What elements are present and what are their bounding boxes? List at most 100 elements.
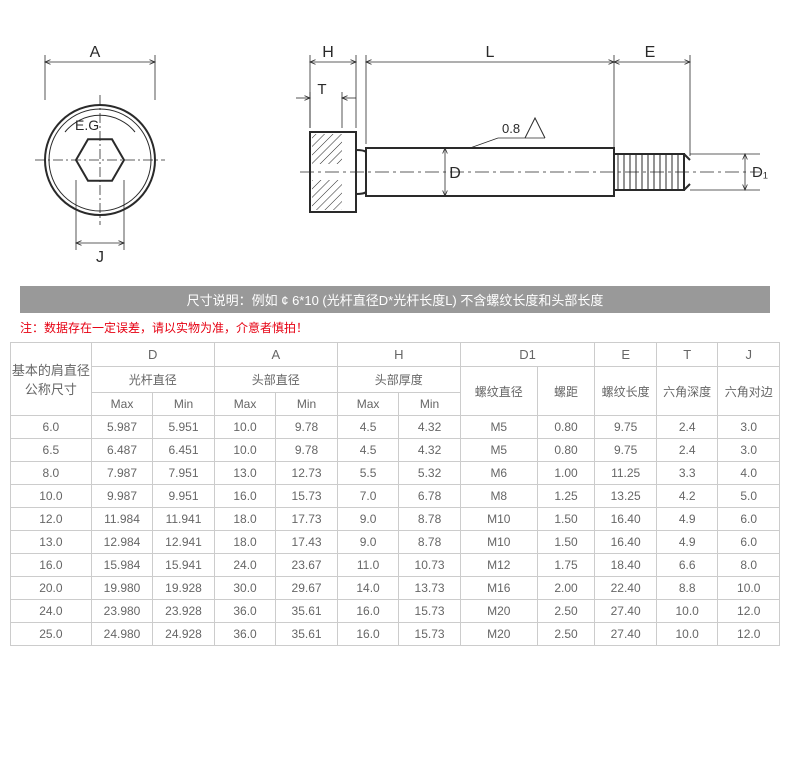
svg-text:J: J — [96, 249, 104, 266]
technical-drawing: E.G A J — [0, 0, 790, 280]
table-cell: 15.941 — [153, 554, 215, 577]
table-cell: 36.0 — [214, 623, 276, 646]
H-min: Min — [399, 393, 461, 416]
D-max: Max — [91, 393, 153, 416]
table-cell: 17.73 — [276, 508, 338, 531]
table-cell: 16.0 — [214, 485, 276, 508]
table-cell: 10.0 — [214, 416, 276, 439]
table-cell: 22.40 — [595, 577, 657, 600]
table-cell: 16.0 — [11, 554, 92, 577]
col-D1: D1 — [460, 343, 595, 367]
table-cell: 10.0 — [718, 577, 780, 600]
dim-T-label: T — [317, 81, 326, 98]
table-cell: 7.0 — [337, 485, 399, 508]
table-cell: M5 — [460, 416, 537, 439]
table-row: 25.024.98024.92836.035.6116.015.73M202.5… — [11, 623, 780, 646]
table-cell: 12.0 — [718, 600, 780, 623]
table-row: 12.011.98411.94118.017.739.08.78M101.501… — [11, 508, 780, 531]
H-max: Max — [337, 393, 399, 416]
col-D: D — [91, 343, 214, 367]
lbl-D: 光杆直径 — [91, 367, 214, 393]
table-cell: 10.0 — [214, 439, 276, 462]
warning-text: 注：数据存在一定误差，请以实物为准，介意者慎拍！ — [0, 317, 790, 342]
table-cell: 12.984 — [91, 531, 153, 554]
lbl-E: 螺纹长度 — [595, 367, 657, 416]
table-cell: 24.0 — [214, 554, 276, 577]
table-cell: 18.0 — [214, 508, 276, 531]
table-cell: 11.25 — [595, 462, 657, 485]
table-cell: 4.5 — [337, 439, 399, 462]
table-row: 16.015.98415.94124.023.6711.010.73M121.7… — [11, 554, 780, 577]
table-cell: 9.75 — [595, 416, 657, 439]
table-cell: 6.0 — [718, 508, 780, 531]
table-cell: 25.0 — [11, 623, 92, 646]
table-cell: 1.50 — [537, 531, 595, 554]
table-cell: M6 — [460, 462, 537, 485]
table-cell: 9.951 — [153, 485, 215, 508]
table-cell: 4.2 — [656, 485, 718, 508]
table-cell: 18.0 — [214, 531, 276, 554]
table-cell: 2.00 — [537, 577, 595, 600]
table-cell: 10.73 — [399, 554, 461, 577]
table-row: 6.05.9875.95110.09.784.54.32M50.809.752.… — [11, 416, 780, 439]
col-A: A — [214, 343, 337, 367]
table-cell: 9.78 — [276, 439, 338, 462]
table-cell: 2.4 — [656, 439, 718, 462]
table-cell: 16.40 — [595, 531, 657, 554]
table-cell: 8.8 — [656, 577, 718, 600]
table-cell: 19.980 — [91, 577, 153, 600]
svg-text:0.8: 0.8 — [502, 121, 520, 136]
table-cell: 9.78 — [276, 416, 338, 439]
table-row: 13.012.98412.94118.017.439.08.78M101.501… — [11, 531, 780, 554]
table-cell: M20 — [460, 600, 537, 623]
dim-A: A — [45, 44, 155, 100]
table-cell: M10 — [460, 508, 537, 531]
lbl-A: 头部直径 — [214, 367, 337, 393]
table-cell: 11.941 — [153, 508, 215, 531]
table-cell: 8.0 — [11, 462, 92, 485]
size-note-bar: 尺寸说明：例如 ¢ 6*10 (光杆直径D*光杆长度L) 不含螺纹长度和头部长度 — [20, 286, 770, 313]
table-cell: 15.73 — [399, 623, 461, 646]
table-cell: 3.0 — [718, 416, 780, 439]
surface-mark: 0.8 — [470, 118, 545, 148]
table-cell: 30.0 — [214, 577, 276, 600]
table-cell: 17.43 — [276, 531, 338, 554]
table-cell: 11.0 — [337, 554, 399, 577]
table-cell: 12.0 — [718, 623, 780, 646]
table-cell: 5.0 — [718, 485, 780, 508]
table-row: 24.023.98023.92836.035.6116.015.73M202.5… — [11, 600, 780, 623]
dim-E-label: E — [645, 44, 656, 61]
table-cell: 2.50 — [537, 600, 595, 623]
table-row: 6.56.4876.45110.09.784.54.32M50.809.752.… — [11, 439, 780, 462]
table-cell: 3.0 — [718, 439, 780, 462]
table-cell: 6.5 — [11, 439, 92, 462]
table-cell: 9.0 — [337, 531, 399, 554]
table-cell: 6.451 — [153, 439, 215, 462]
table-cell: 13.0 — [214, 462, 276, 485]
table-cell: 5.5 — [337, 462, 399, 485]
head-view: E.G — [35, 95, 165, 225]
table-cell: 36.0 — [214, 600, 276, 623]
table-cell: 0.80 — [537, 416, 595, 439]
col-H: H — [337, 343, 460, 367]
table-cell: 24.928 — [153, 623, 215, 646]
table-cell: 10.0 — [656, 623, 718, 646]
col-J: J — [718, 343, 780, 367]
table-cell: 15.73 — [399, 600, 461, 623]
table-cell: 13.73 — [399, 577, 461, 600]
A-min: Min — [276, 393, 338, 416]
col-nominal: 基本的肩直径公称尺寸 — [11, 343, 92, 416]
table-cell: 35.61 — [276, 623, 338, 646]
table-cell: 7.987 — [91, 462, 153, 485]
table-cell: 1.25 — [537, 485, 595, 508]
table-cell: 6.6 — [656, 554, 718, 577]
table-cell: 1.75 — [537, 554, 595, 577]
table-cell: 15.984 — [91, 554, 153, 577]
table-row: 8.07.9877.95113.012.735.55.32M61.0011.25… — [11, 462, 780, 485]
table-cell: 8.78 — [399, 508, 461, 531]
table-cell: M16 — [460, 577, 537, 600]
table-cell: 12.941 — [153, 531, 215, 554]
table-cell: 24.0 — [11, 600, 92, 623]
table-cell: 5.32 — [399, 462, 461, 485]
table-cell: 7.951 — [153, 462, 215, 485]
